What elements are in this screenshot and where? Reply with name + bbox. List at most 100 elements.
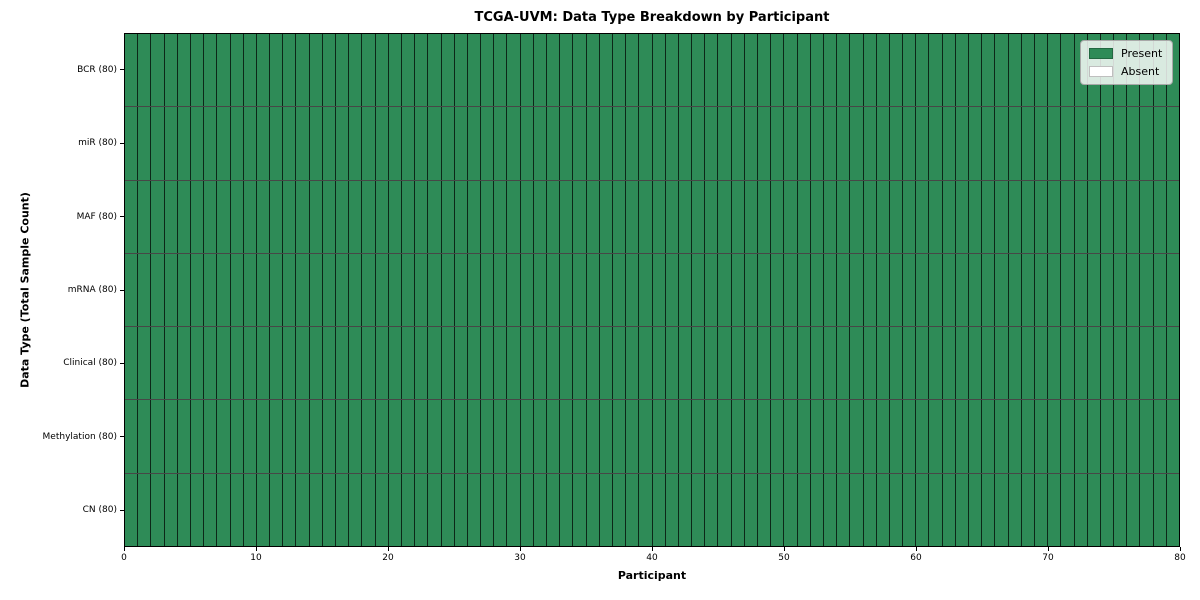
heatmap-cell xyxy=(585,253,599,327)
heatmap-cell xyxy=(651,253,665,327)
heatmap-cell xyxy=(1060,34,1074,107)
y-tick-mark xyxy=(120,142,124,144)
heatmap-cell xyxy=(915,180,929,253)
heatmap-cell xyxy=(519,180,533,253)
heatmap-cell xyxy=(216,473,230,546)
heatmap-cell xyxy=(849,473,863,546)
heatmap-cell xyxy=(189,473,204,546)
heatmap-cell xyxy=(981,107,995,180)
heatmap-cell xyxy=(1060,253,1074,327)
heatmap-cell xyxy=(849,253,863,327)
heatmap-cell xyxy=(493,107,507,180)
heatmap-cell xyxy=(809,34,823,107)
heatmap-cell xyxy=(440,473,454,546)
heatmap-cell xyxy=(1113,400,1127,473)
heatmap-cell xyxy=(1073,473,1087,546)
heatmap-cell xyxy=(691,34,705,107)
heatmap-cell xyxy=(783,34,797,107)
heatmap-cell xyxy=(1086,180,1100,253)
heatmap-cell xyxy=(1033,400,1048,473)
heatmap-cell xyxy=(915,107,929,180)
heatmap-cell xyxy=(546,180,560,253)
heatmap-cell xyxy=(1099,327,1114,400)
heatmap-cell xyxy=(255,473,270,546)
heatmap-cell xyxy=(440,253,454,327)
heatmap-cell xyxy=(796,327,810,400)
heatmap-cell xyxy=(875,327,889,400)
heatmap-cell xyxy=(994,180,1008,253)
heatmap-cell xyxy=(888,107,903,180)
heatmap-cell xyxy=(295,107,309,180)
heatmap-cell xyxy=(1073,253,1087,327)
heatmap-cell xyxy=(809,253,823,327)
heatmap-cell xyxy=(242,180,256,253)
heatmap-cell xyxy=(1007,327,1021,400)
heatmap-cell xyxy=(836,180,850,253)
heatmap-cell xyxy=(321,400,335,473)
heatmap-cell xyxy=(572,253,586,327)
heatmap-cell xyxy=(888,180,903,253)
heatmap-cell xyxy=(757,34,771,107)
heatmap-cell xyxy=(836,473,850,546)
heatmap-cell xyxy=(664,327,678,400)
heatmap-cell xyxy=(1139,327,1153,400)
x-tick-mark xyxy=(651,547,653,551)
heatmap-cell xyxy=(730,400,744,473)
heatmap-cell xyxy=(783,327,797,400)
heatmap-cell xyxy=(176,253,190,327)
heatmap-cell xyxy=(677,253,692,327)
heatmap-cell xyxy=(387,180,401,253)
heatmap-cell xyxy=(677,107,692,180)
heatmap-cell xyxy=(1047,253,1061,327)
heatmap-cell xyxy=(150,473,164,546)
heatmap-cell xyxy=(203,34,217,107)
heatmap-cell xyxy=(638,253,652,327)
heatmap-cell xyxy=(730,180,744,253)
x-tick-label: 70 xyxy=(1042,553,1054,563)
heatmap-cell xyxy=(480,107,494,180)
x-tick-label: 50 xyxy=(778,553,790,563)
y-axis-label: Data Type (Total Sample Count) xyxy=(18,192,32,388)
heatmap-cell xyxy=(125,473,138,546)
heatmap-cell xyxy=(888,327,903,400)
heatmap-cell xyxy=(414,253,428,327)
heatmap-cell xyxy=(1020,107,1034,180)
heatmap-cell xyxy=(1007,34,1021,107)
heatmap-cell xyxy=(163,253,177,327)
heatmap-cell xyxy=(1020,180,1034,253)
heatmap-cell xyxy=(163,400,177,473)
heatmap-cell xyxy=(387,34,401,107)
heatmap-cell xyxy=(229,107,243,180)
legend-entry-present: Present xyxy=(1089,47,1162,60)
heatmap-cell xyxy=(664,253,678,327)
y-tick-label-cn: CN (80) xyxy=(82,505,117,516)
heatmap-cell xyxy=(466,327,481,400)
heatmap-cell xyxy=(308,107,322,180)
heatmap-cell xyxy=(374,400,388,473)
heatmap-cell xyxy=(427,327,441,400)
heatmap-cell xyxy=(1086,327,1100,400)
heatmap-cell xyxy=(862,473,876,546)
heatmap-cell xyxy=(598,253,612,327)
heatmap-cell xyxy=(902,34,916,107)
heatmap-cell xyxy=(137,180,151,253)
heatmap-row-cn xyxy=(125,472,1179,546)
heatmap-cell xyxy=(414,180,428,253)
heatmap-cell xyxy=(875,400,889,473)
plot-area xyxy=(124,33,1180,547)
heatmap-cell xyxy=(150,34,164,107)
heatmap-cell xyxy=(125,400,138,473)
heatmap-cell xyxy=(269,180,283,253)
heatmap-cell xyxy=(242,400,256,473)
heatmap-cell xyxy=(519,253,533,327)
heatmap-cell xyxy=(269,34,283,107)
heatmap-cell xyxy=(414,473,428,546)
heatmap-cell xyxy=(519,107,533,180)
heatmap-cell xyxy=(691,327,705,400)
heatmap-cell xyxy=(651,400,665,473)
heatmap-cell xyxy=(625,327,639,400)
heatmap-cell xyxy=(493,327,507,400)
heatmap-cell xyxy=(559,400,573,473)
heatmap-cell xyxy=(1086,400,1100,473)
